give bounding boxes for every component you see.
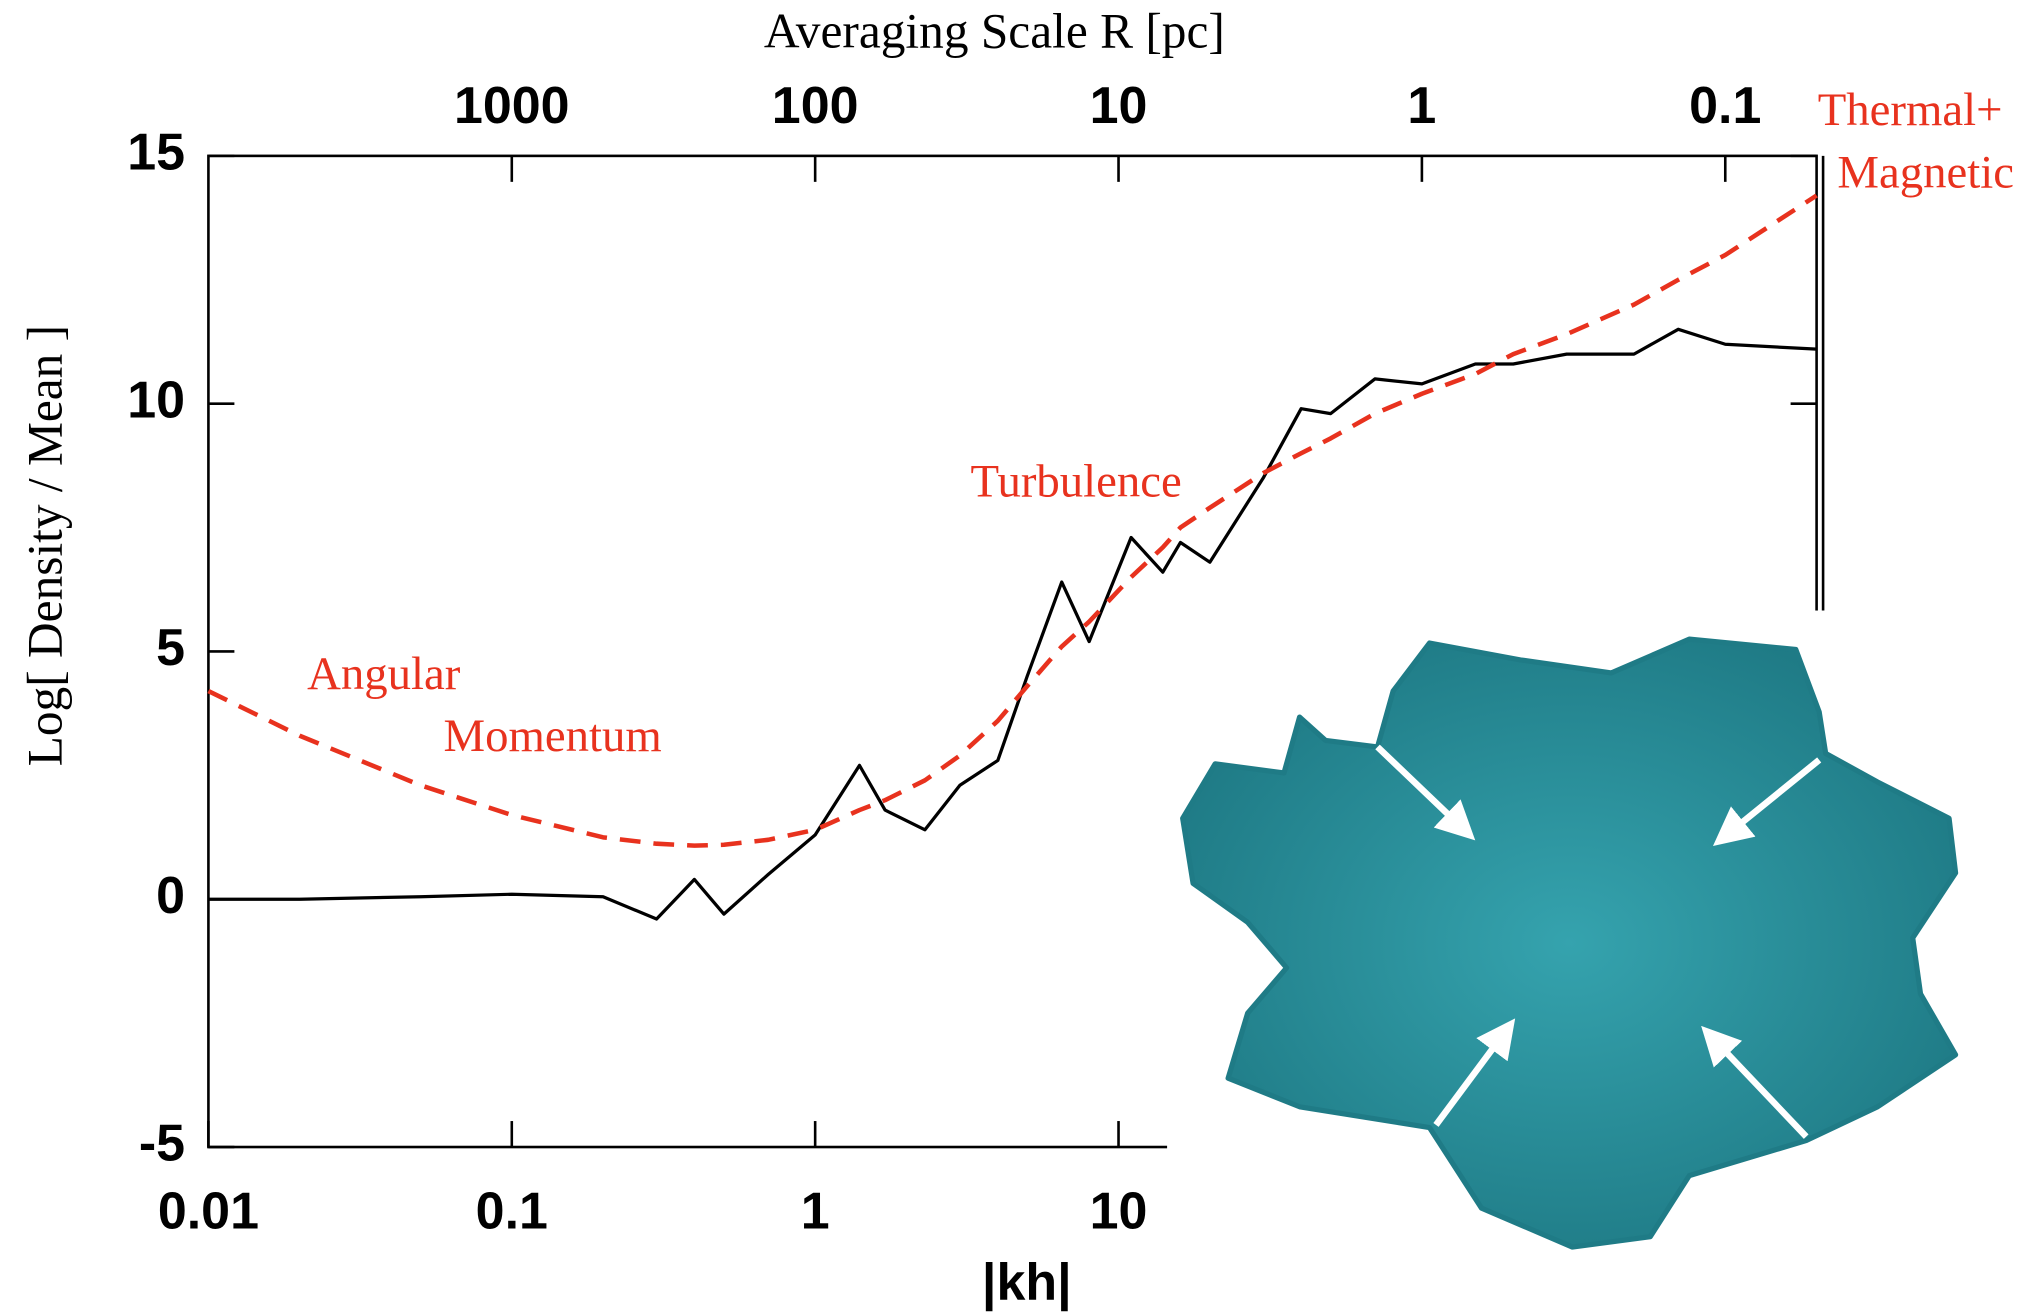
annotation: Thermal+ <box>1818 84 2003 136</box>
chart: -5 0 5 10 15 0.01 0.1 1 10 1000 100 10 1 0.1 Averaging… <box>0 0 2038 1312</box>
top-axis-label: Averaging Scale R [pc] <box>764 4 1225 59</box>
annotation: Momentum <box>444 710 662 762</box>
x2-tick-label: 100 <box>772 77 859 135</box>
x2-tick-label: 1000 <box>454 77 570 135</box>
y-tick-label: 15 <box>127 124 185 182</box>
y-tick-label: 10 <box>127 371 185 429</box>
y-tick-label: 0 <box>156 867 185 925</box>
y-tick-label: -5 <box>139 1115 185 1173</box>
x-tick-label: 0.1 <box>476 1182 548 1240</box>
x-axis-label: |kh| <box>982 1254 1072 1312</box>
annotation: Angular <box>307 648 461 700</box>
collapse-illustration <box>1167 611 2037 1312</box>
annotation: Turbulence <box>971 456 1182 508</box>
x2-tick-label: 0.1 <box>1689 77 1761 135</box>
x2-tick-label: 10 <box>1090 77 1148 135</box>
annotation: Magnetic <box>1837 146 2014 198</box>
y-tick-label: 5 <box>156 619 185 677</box>
x2-tick-label: 1 <box>1407 77 1436 135</box>
y-axis-label: Log[ Density / Mean ] <box>17 325 72 766</box>
x-tick-label: 1 <box>801 1182 830 1240</box>
x-tick-label: 10 <box>1090 1182 1148 1240</box>
x-tick-label: 0.01 <box>158 1182 259 1240</box>
